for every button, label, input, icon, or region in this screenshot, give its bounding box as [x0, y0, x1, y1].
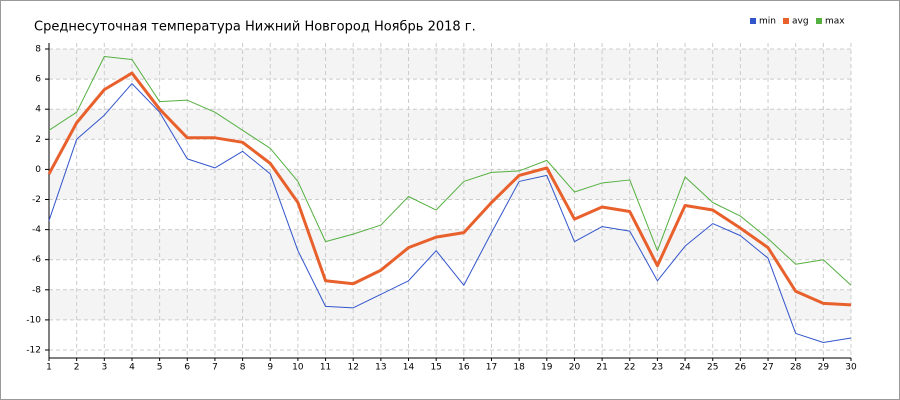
x-tick-label: 23	[652, 363, 663, 373]
x-tick-label: 14	[403, 363, 415, 373]
band	[49, 289, 851, 320]
chart-title: Среднесуточная температура Нижний Новгор…	[34, 20, 476, 35]
band	[49, 109, 851, 140]
x-tick-label: 12	[347, 363, 358, 373]
x-tick-label: 26	[735, 363, 747, 373]
x-tick-label: 1	[46, 363, 52, 373]
y-tick-label: 4	[35, 105, 41, 115]
x-tick-label: 9	[267, 363, 273, 373]
legend-swatch	[816, 18, 822, 24]
x-tick-label: 17	[486, 363, 497, 373]
x-tick-label: 13	[375, 363, 386, 373]
legend-swatch	[783, 18, 789, 24]
x-tick-label: 25	[707, 363, 718, 373]
x-tick-label: 30	[845, 363, 857, 373]
x-tick-label: 19	[541, 363, 553, 373]
band	[49, 169, 851, 200]
y-tick-label: -8	[32, 285, 41, 295]
x-tick-label: 4	[129, 363, 135, 373]
legend-label: max	[825, 17, 845, 27]
x-tick-label: 7	[212, 363, 218, 373]
y-tick-label: -6	[32, 255, 41, 265]
x-tick-label: 10	[292, 363, 304, 373]
y-tick-label: -10	[26, 315, 41, 325]
y-tick-label: -12	[26, 346, 41, 356]
legend-swatch	[750, 18, 756, 24]
x-tick-label: 3	[101, 363, 107, 373]
legend-label: min	[759, 17, 776, 27]
x-tick-label: 20	[569, 363, 581, 373]
x-tick-label: 15	[430, 363, 441, 373]
y-tick-label: -2	[32, 195, 41, 205]
x-tick-label: 6	[184, 363, 190, 373]
series-line	[48, 56, 852, 286]
y-tick-label: -4	[32, 225, 41, 235]
x-tick-label: 22	[624, 363, 635, 373]
x-tick-label: 24	[679, 363, 691, 373]
x-tick-label: 11	[320, 363, 331, 373]
y-tick-label: 0	[35, 165, 41, 175]
bands	[49, 49, 851, 320]
x-tick-label: 28	[790, 363, 802, 373]
legend-label: avg	[792, 17, 809, 27]
series-line	[48, 83, 852, 343]
y-tick-label: 8	[35, 45, 41, 55]
x-tick-label: 21	[596, 363, 607, 373]
y-tick-label: 2	[35, 135, 41, 145]
x-tick-label: 29	[818, 363, 830, 373]
x-tick-label: 27	[762, 363, 773, 373]
band	[49, 49, 851, 80]
x-tick-label: 16	[458, 363, 470, 373]
x-tick-label: 5	[157, 363, 163, 373]
x-tick-label: 18	[513, 363, 525, 373]
series-line	[47, 71, 852, 307]
x-tick-label: 2	[74, 363, 80, 373]
y-tick-label: 6	[35, 75, 41, 85]
x-tick-label: 8	[240, 363, 246, 373]
